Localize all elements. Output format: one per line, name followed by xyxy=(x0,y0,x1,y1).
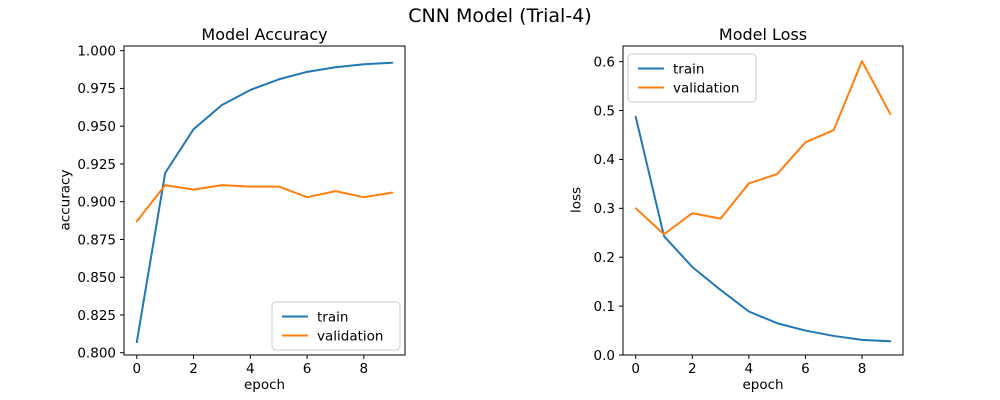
x-tick-label: 8 xyxy=(360,361,369,377)
accuracy-x-axis-label: epoch xyxy=(243,377,286,393)
accuracy-plot-title: Model Accuracy xyxy=(201,25,328,44)
train-line xyxy=(135,61,394,344)
legend-label-validation: validation xyxy=(317,328,383,344)
y-tick-label: 0.5 xyxy=(594,103,615,119)
y-tick-label: 0.800 xyxy=(77,346,116,362)
legend-box xyxy=(627,53,757,103)
validation-line xyxy=(135,184,394,223)
legend-label-train: train xyxy=(673,61,704,77)
x-tick-label: 4 xyxy=(745,361,754,377)
x-tick-label: 6 xyxy=(801,361,810,377)
loss-plot-title: Model Loss xyxy=(718,25,808,44)
x-tick-label: 6 xyxy=(303,361,312,377)
y-tick-label: 0.2 xyxy=(594,250,615,266)
y-tick-label: 0.6 xyxy=(594,54,615,70)
legend-label-train: train xyxy=(317,309,348,325)
x-tick-label: 4 xyxy=(246,361,255,377)
x-tick-label: 0 xyxy=(631,361,640,377)
y-tick-label: 0.825 xyxy=(77,308,116,324)
x-tick-label: 8 xyxy=(858,361,867,377)
subplot-loss: 0.0 0.1 0.2 0.3 0.4 0.5 0.6 0 2 4 6 8 train validatio… xyxy=(594,45,904,377)
y-tick-label: 0.4 xyxy=(594,152,615,168)
x-tick-label: 0 xyxy=(132,361,141,377)
legend-box xyxy=(271,301,401,351)
y-tick-label: 0.950 xyxy=(77,119,116,135)
y-tick-label: 1.000 xyxy=(77,43,116,59)
axes-spines xyxy=(123,45,406,356)
y-tick-label: 0.925 xyxy=(77,157,116,173)
axes-spines xyxy=(622,45,904,356)
y-tick-label: 0.1 xyxy=(594,299,615,315)
legend-label-validation: validation xyxy=(673,80,739,96)
y-tick-label: 0.0 xyxy=(594,348,615,364)
train-line xyxy=(634,115,892,343)
y-tick-label: 0.975 xyxy=(77,81,116,97)
x-tick-label: 2 xyxy=(688,361,697,377)
loss-x-axis-label: epoch xyxy=(742,377,784,393)
figure-suptitle: CNN Model (Trial-4) xyxy=(408,5,592,27)
y-tick-label: 0.900 xyxy=(77,195,116,211)
y-tick-label: 0.3 xyxy=(594,201,615,217)
y-tick-label: 0.875 xyxy=(77,232,116,248)
y-tick-label: 0.850 xyxy=(77,270,116,286)
subplot-accuracy: 0.800 0.825 0.850 0.875 0.900 0.925 0.950 0.975… xyxy=(77,43,406,377)
validation-line xyxy=(634,60,892,236)
x-tick-label: 2 xyxy=(189,361,198,377)
